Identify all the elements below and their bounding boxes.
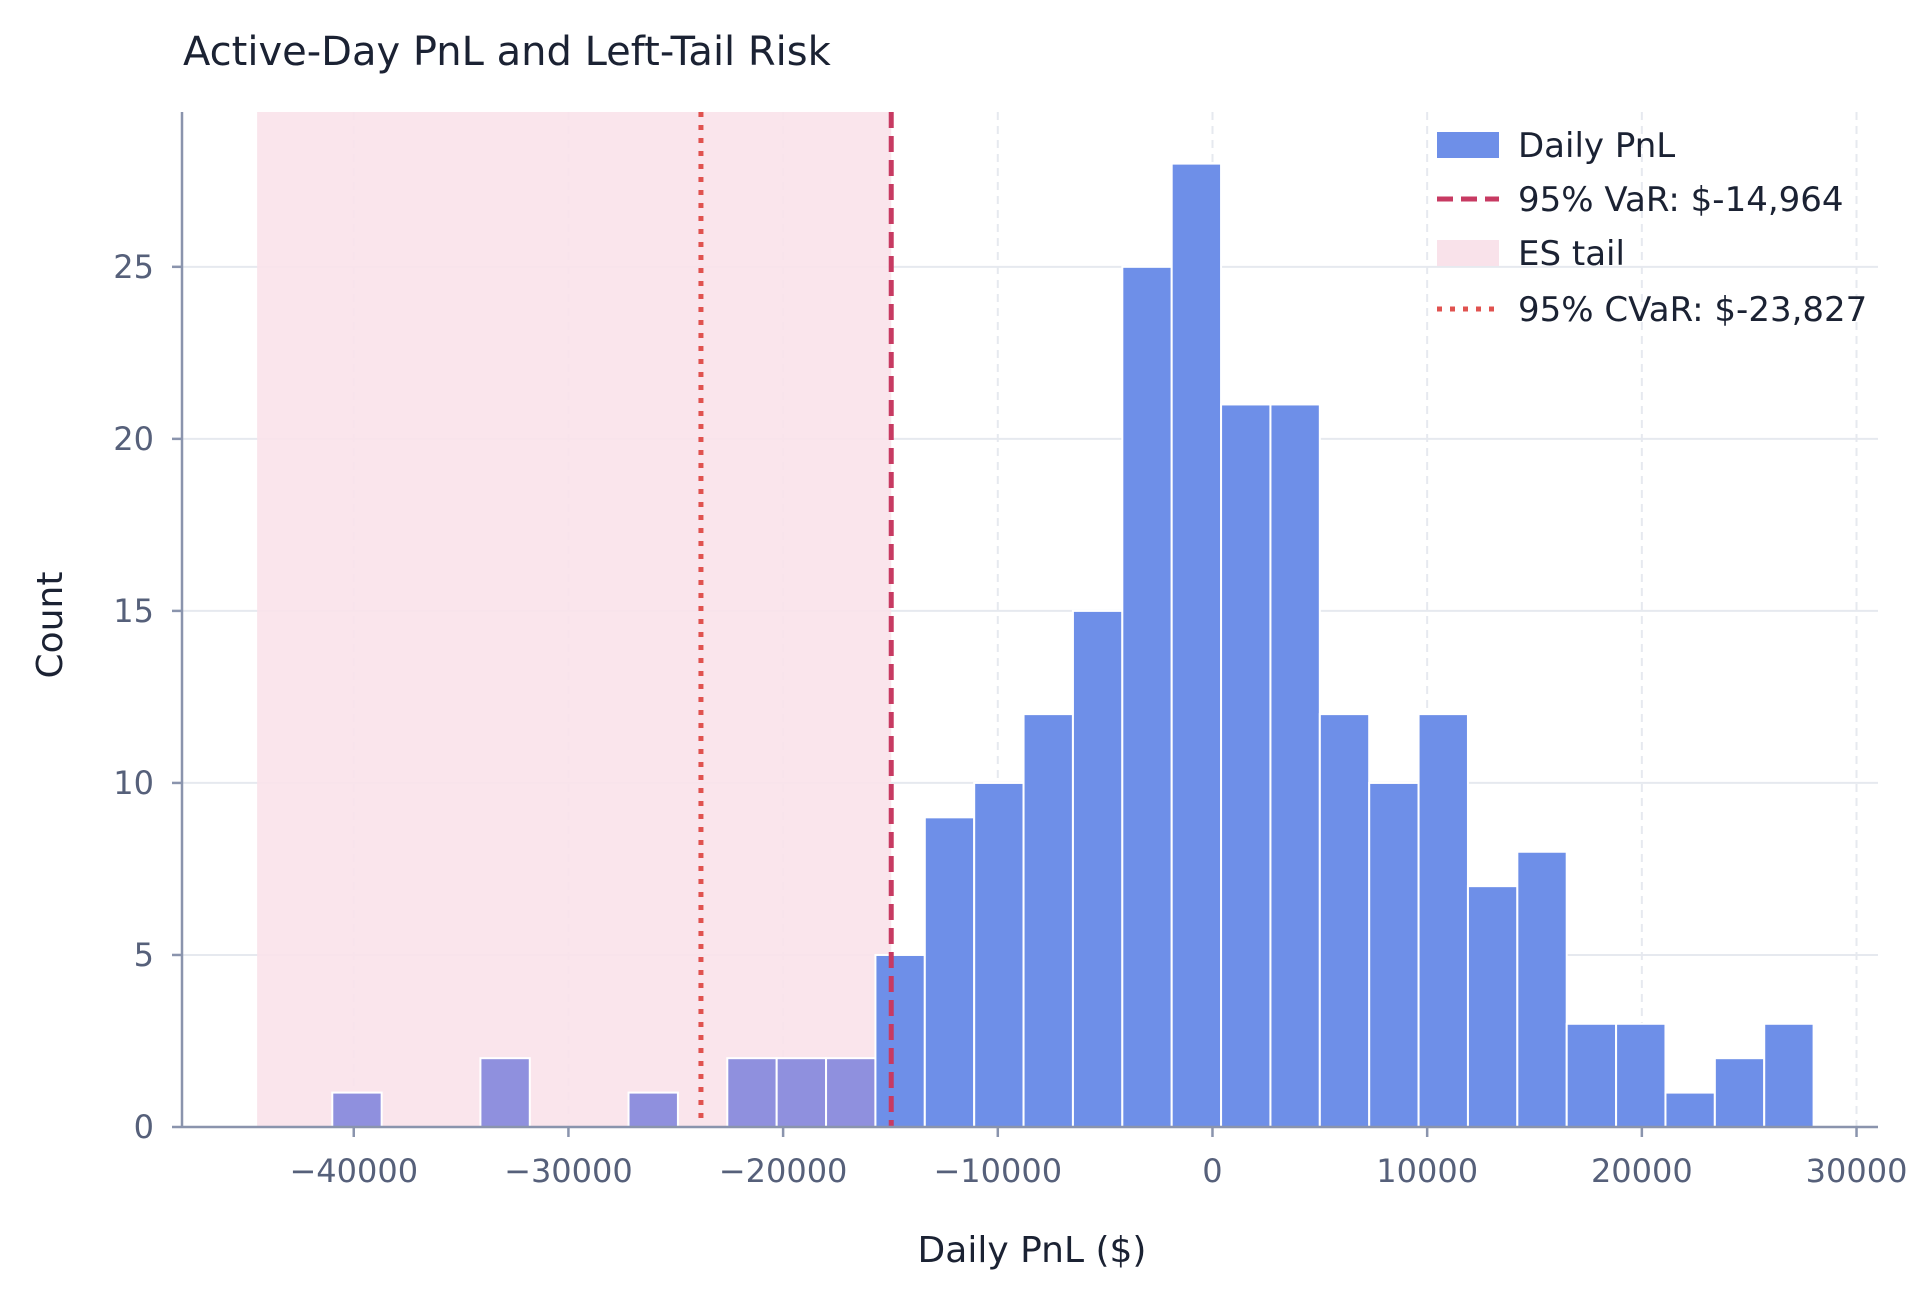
legend-swatch-es-tail	[1437, 240, 1499, 266]
y-tick-label-3: 15	[113, 592, 154, 630]
x-tick-label-0: −40000	[289, 1152, 418, 1190]
y-tick-label-5: 25	[113, 248, 154, 286]
legend-label-es-tail: ES tail	[1518, 234, 1625, 274]
y-tick-label-2: 10	[113, 764, 154, 802]
y-axis-label: Count	[30, 572, 71, 679]
chart-title: Active-Day PnL and Left-Tail Risk	[183, 29, 832, 75]
es-tail-shade	[257, 112, 892, 1127]
legend: Daily PnL 95% VaR: $-14,964 ES tail 95% …	[1437, 126, 1867, 330]
tick-labels: 0 5 10 15 20 25 −40000 −30000 −20000 −10000 0 10000…	[113, 248, 1907, 1190]
histogram-bar-13	[1220, 403, 1272, 1128]
histogram-bar-6	[874, 953, 926, 1129]
histogram-bar-7	[923, 816, 976, 1128]
x-tick-label-3: −10000	[933, 1152, 1062, 1190]
legend-label-daily-pnl: Daily PnL	[1518, 126, 1675, 166]
y-tick-label-4: 20	[113, 420, 154, 458]
x-tick-label-1: −30000	[504, 1152, 633, 1190]
histogram-bar-14	[1269, 403, 1321, 1128]
x-tick-label-4: 0	[1202, 1152, 1222, 1190]
histogram-bar-4	[775, 1057, 828, 1128]
histogram-bar-22	[1664, 1091, 1716, 1129]
histogram-bar-12	[1170, 162, 1223, 1128]
x-tick-label-2: −20000	[719, 1152, 848, 1190]
histogram-bar-15	[1318, 713, 1371, 1128]
histogram-bar-9	[1022, 713, 1074, 1128]
histogram-bar-20	[1565, 1022, 1618, 1128]
histogram-bar-17	[1417, 713, 1469, 1128]
histogram-bar-2	[627, 1091, 679, 1129]
x-tick-label-5: 10000	[1376, 1152, 1478, 1190]
histogram-bar-0	[331, 1091, 383, 1129]
histogram-bar-8	[973, 781, 1025, 1128]
histogram-bar-23	[1713, 1057, 1766, 1128]
y-tick-label-0: 0	[134, 1108, 154, 1146]
histogram-bar-11	[1121, 265, 1173, 1128]
axes	[180, 112, 1878, 1129]
histogram-bar-10	[1071, 609, 1124, 1128]
es-tail-region	[257, 112, 892, 1127]
histogram-bars	[331, 162, 1815, 1129]
histogram-bar-21	[1615, 1022, 1667, 1128]
histogram-bar-5	[825, 1057, 877, 1128]
histogram-bar-19	[1516, 850, 1568, 1129]
legend-label-cvar: 95% CVaR: $-23,827	[1518, 290, 1867, 330]
x-axis-label: Daily PnL ($)	[918, 1230, 1147, 1271]
risk-lines	[698, 112, 894, 1127]
x-tick-label-7: 30000	[1806, 1152, 1908, 1190]
histogram-bar-18	[1466, 885, 1519, 1128]
histogram-bar-16	[1368, 781, 1420, 1128]
x-tick-label-6: 20000	[1591, 1152, 1693, 1190]
histogram-bar-3	[726, 1057, 778, 1128]
histogram-bar-1	[479, 1057, 531, 1128]
y-tick-label-1: 5	[134, 936, 154, 974]
histogram-bar-24	[1763, 1022, 1815, 1128]
legend-swatch-daily-pnl	[1437, 132, 1499, 158]
legend-label-var: 95% VaR: $-14,964	[1518, 180, 1844, 220]
